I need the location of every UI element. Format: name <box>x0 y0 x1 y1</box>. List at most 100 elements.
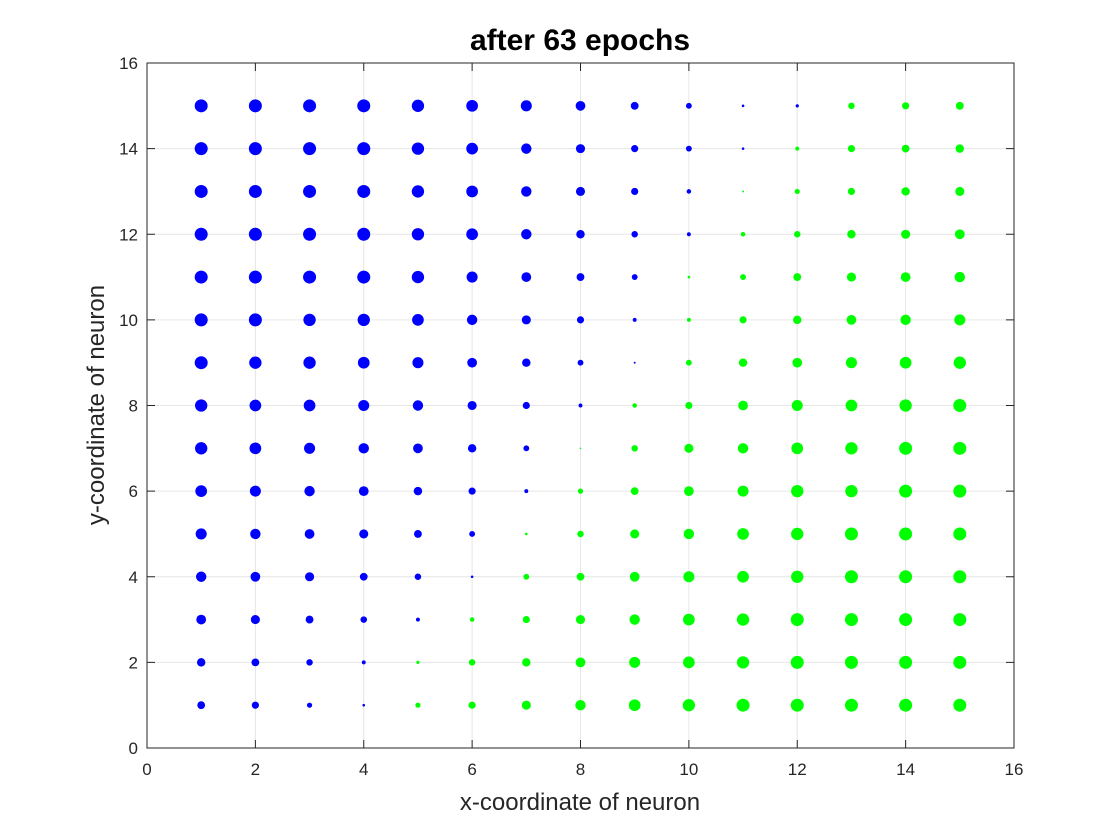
neuron-point-blue <box>303 399 316 412</box>
neuron-point-green <box>899 527 913 541</box>
neuron-point-blue <box>521 272 532 282</box>
neuron-point-green <box>687 275 691 279</box>
neuron-point-blue <box>194 99 208 113</box>
neuron-point-blue <box>251 701 259 709</box>
x-tick-label: 2 <box>251 760 260 779</box>
neuron-point-green <box>953 613 967 627</box>
neuron-point-blue <box>357 313 370 327</box>
neuron-point-blue <box>576 316 585 324</box>
neuron-point-green <box>575 657 586 668</box>
neuron-point-blue <box>248 227 262 241</box>
neuron-point-green <box>900 272 911 282</box>
neuron-point-green <box>844 570 858 584</box>
neuron-point-blue <box>467 444 477 453</box>
neuron-point-blue <box>303 356 316 369</box>
neuron-point-blue <box>631 145 639 153</box>
y-tick-label: 6 <box>129 482 138 501</box>
neuron-point-blue <box>248 142 262 156</box>
data-points <box>194 99 967 712</box>
neuron-point-blue <box>795 104 799 108</box>
neuron-point-blue <box>575 186 586 196</box>
neuron-point-blue <box>468 487 476 495</box>
neuron-point-green <box>791 399 803 412</box>
neuron-point-green <box>899 399 912 412</box>
x-tick-label: 12 <box>788 760 807 779</box>
neuron-point-blue <box>466 185 478 198</box>
neuron-point-green <box>902 102 910 110</box>
neuron-point-green <box>955 144 965 153</box>
neuron-point-green <box>848 102 855 110</box>
neuron-point-green <box>739 316 747 324</box>
neuron-point-blue <box>357 356 370 369</box>
neuron-point-green <box>740 231 746 237</box>
neuron-point-blue <box>359 529 369 539</box>
neuron-point-green <box>790 613 804 627</box>
neuron-point-blue <box>411 228 425 241</box>
y-tick-label: 12 <box>119 225 138 244</box>
x-tick-label: 16 <box>1005 760 1024 779</box>
neuron-point-blue <box>412 314 424 326</box>
neuron-point-blue <box>412 357 424 369</box>
neuron-point-green <box>629 571 640 582</box>
neuron-point-blue <box>251 658 260 667</box>
neuron-point-green <box>577 530 584 538</box>
neuron-point-green <box>953 527 967 541</box>
neuron-point-green <box>523 573 530 580</box>
neuron-point-green <box>953 655 967 669</box>
neuron-point-blue <box>578 403 583 408</box>
x-tick-label: 0 <box>142 760 151 779</box>
neuron-point-green <box>576 572 585 581</box>
neuron-point-blue <box>521 186 532 197</box>
neuron-point-green <box>579 447 582 450</box>
y-tick-label: 4 <box>129 568 138 587</box>
neuron-point-green <box>953 399 967 412</box>
neuron-point-blue <box>361 660 366 665</box>
neuron-point-green <box>629 656 641 668</box>
neuron-point-green <box>415 702 421 708</box>
x-tick-label: 6 <box>467 760 476 779</box>
neuron-point-blue <box>466 314 478 326</box>
neuron-point-blue <box>357 227 371 241</box>
neuron-point-green <box>684 486 694 496</box>
neuron-point-green <box>846 315 857 325</box>
neuron-point-green <box>899 484 913 498</box>
neuron-point-blue <box>631 187 639 196</box>
neuron-point-green <box>631 445 638 452</box>
neuron-point-blue <box>414 530 422 538</box>
neuron-point-blue <box>411 270 425 284</box>
neuron-point-blue <box>306 659 313 666</box>
neuron-point-green <box>416 660 420 664</box>
neuron-point-blue <box>358 486 369 496</box>
neuron-point-green <box>847 145 856 153</box>
neuron-point-green <box>525 532 528 536</box>
neuron-point-blue <box>250 615 260 625</box>
neuron-point-blue <box>194 227 208 241</box>
neuron-point-blue <box>248 270 262 284</box>
neuron-point-green <box>791 484 804 498</box>
neuron-point-green <box>522 658 531 667</box>
neuron-point-green <box>847 230 856 239</box>
neuron-point-green <box>844 527 858 541</box>
neuron-point-green <box>901 187 910 196</box>
neuron-point-blue <box>304 442 316 454</box>
neuron-point-green <box>685 359 692 366</box>
neuron-point-blue <box>303 227 317 241</box>
neuron-point-blue <box>249 399 262 412</box>
neuron-point-blue <box>248 313 262 327</box>
neuron-point-green <box>953 441 967 455</box>
neuron-point-green <box>738 400 748 411</box>
neuron-point-blue <box>303 142 317 156</box>
neuron-point-blue <box>304 529 315 539</box>
neuron-point-green <box>737 443 749 454</box>
neuron-point-green <box>522 615 530 624</box>
neuron-point-blue <box>524 489 529 494</box>
neuron-point-green <box>901 229 911 239</box>
y-tick-label: 10 <box>119 311 138 330</box>
neuron-point-green <box>684 443 694 453</box>
neuron-point-green <box>521 700 531 710</box>
neuron-point-green <box>899 655 913 669</box>
neuron-point-blue <box>632 317 637 322</box>
neuron-point-blue <box>304 485 315 497</box>
neuron-point-blue <box>357 142 371 156</box>
neuron-point-green <box>844 613 858 627</box>
